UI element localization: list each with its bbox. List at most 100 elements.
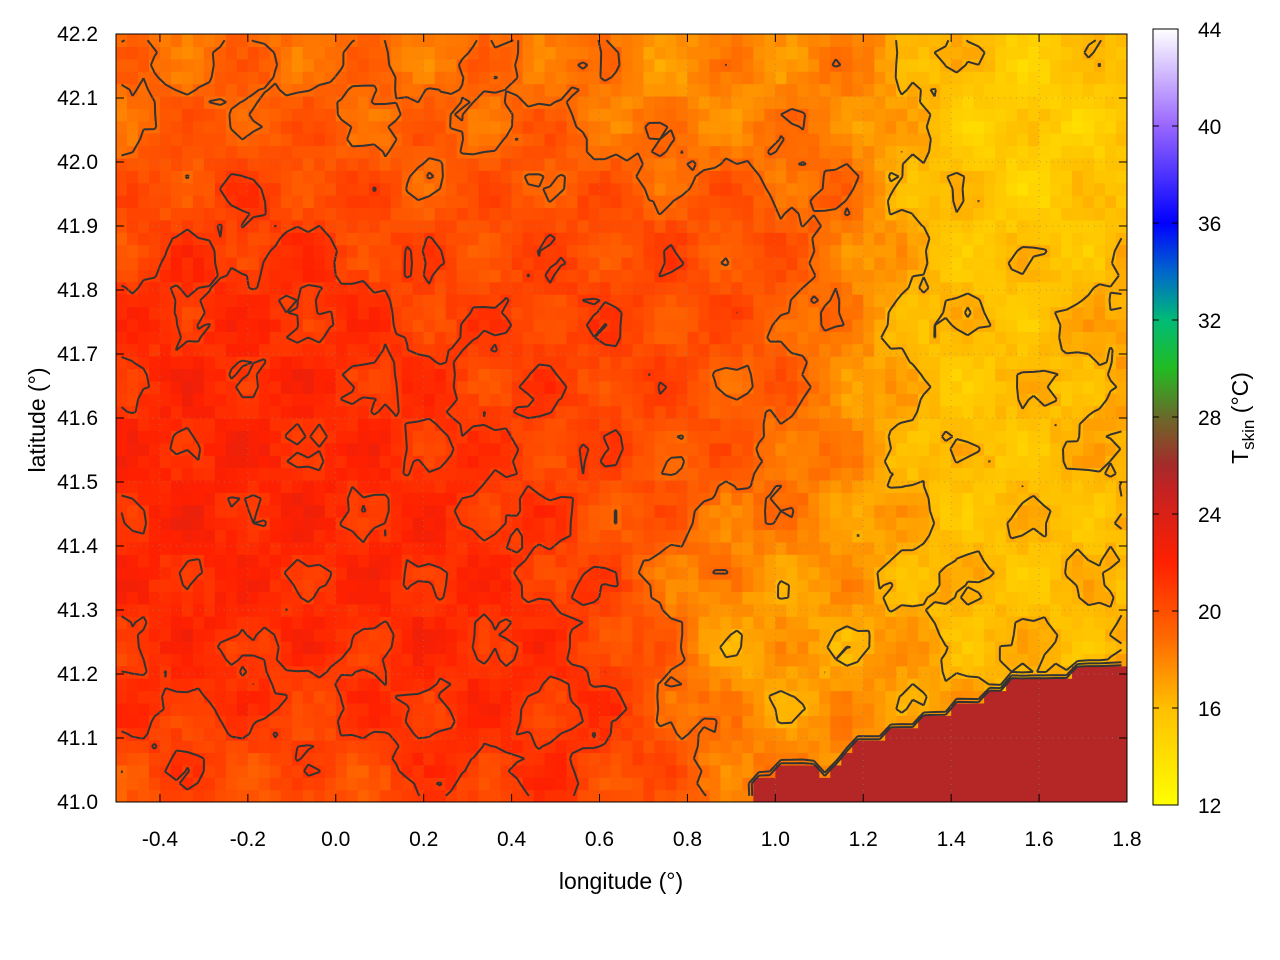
heat-cell bbox=[445, 479, 458, 493]
heat-cell bbox=[709, 529, 721, 543]
heat-cell bbox=[643, 455, 656, 469]
heat-cell bbox=[665, 145, 678, 159]
heat-cell bbox=[379, 331, 392, 345]
heat-cell bbox=[852, 690, 864, 704]
heat-cell bbox=[478, 343, 491, 357]
heat-cell bbox=[522, 430, 535, 444]
heat-cell bbox=[775, 517, 787, 531]
heat-cell bbox=[984, 777, 996, 791]
heat-cell bbox=[412, 170, 425, 184]
heat-cell bbox=[709, 467, 721, 481]
heat-cell bbox=[335, 133, 348, 147]
heat-cell bbox=[951, 331, 963, 345]
heat-cell bbox=[1050, 579, 1062, 593]
heat-cell bbox=[896, 504, 908, 518]
heat-cell bbox=[577, 789, 590, 802]
heat-cell bbox=[1006, 504, 1018, 518]
heat-cell bbox=[313, 207, 326, 221]
heat-cell bbox=[412, 418, 425, 431]
heat-cell bbox=[687, 591, 700, 605]
heat-cell bbox=[544, 764, 557, 778]
heat-cell bbox=[423, 517, 436, 531]
heat-cell bbox=[555, 294, 568, 308]
heat-cell bbox=[742, 640, 754, 654]
heat-cell bbox=[995, 306, 1007, 320]
heat-cell bbox=[753, 777, 765, 791]
heat-cell bbox=[643, 467, 656, 481]
heat-cell bbox=[1061, 182, 1073, 196]
heat-cell bbox=[137, 244, 150, 258]
heat-cell bbox=[1094, 492, 1106, 506]
heat-cell bbox=[654, 541, 667, 555]
heat-cell bbox=[269, 740, 282, 754]
heat-cell bbox=[918, 517, 930, 531]
heat-cell bbox=[863, 294, 875, 308]
heat-cell bbox=[302, 442, 315, 456]
heat-cell bbox=[742, 294, 754, 308]
heat-cell bbox=[467, 442, 480, 456]
heat-cell bbox=[632, 157, 645, 171]
heat-cell bbox=[1028, 566, 1040, 580]
heat-cell bbox=[709, 640, 721, 654]
heat-cell bbox=[962, 343, 974, 357]
heat-cell bbox=[467, 665, 480, 679]
heat-cell bbox=[1039, 393, 1051, 407]
heat-cell bbox=[918, 256, 930, 270]
heat-cell bbox=[896, 380, 908, 394]
heat-cell bbox=[797, 269, 809, 283]
heat-cell bbox=[1028, 405, 1040, 419]
heat-cell bbox=[896, 789, 908, 802]
heat-cell bbox=[478, 380, 491, 394]
heat-cell bbox=[1083, 232, 1095, 246]
heat-cell bbox=[379, 219, 392, 233]
heat-cell bbox=[192, 368, 205, 382]
heat-cell bbox=[214, 789, 227, 802]
heat-cell bbox=[357, 789, 370, 802]
heat-cell bbox=[621, 356, 634, 370]
heat-cell bbox=[1072, 665, 1084, 679]
heat-cell bbox=[1039, 281, 1051, 295]
heat-cell bbox=[313, 195, 326, 209]
heat-cell bbox=[511, 603, 524, 617]
heat-cell bbox=[1061, 157, 1073, 171]
heat-cell bbox=[357, 318, 370, 332]
heat-cell bbox=[632, 479, 645, 493]
heat-cell bbox=[995, 740, 1007, 754]
heat-cell bbox=[456, 232, 469, 246]
heat-cell bbox=[1094, 356, 1106, 370]
heat-cell bbox=[720, 653, 732, 667]
heat-cell bbox=[269, 479, 282, 493]
heat-cell bbox=[434, 702, 447, 716]
heat-cell bbox=[742, 331, 754, 345]
heat-cell bbox=[1116, 554, 1127, 568]
heat-cell bbox=[973, 640, 985, 654]
heat-cell bbox=[500, 640, 513, 654]
heat-cell bbox=[1006, 740, 1018, 754]
heat-cell bbox=[181, 182, 194, 196]
heat-cell bbox=[588, 764, 601, 778]
heat-cell bbox=[159, 207, 172, 221]
heat-cell bbox=[269, 343, 282, 357]
heat-cell bbox=[720, 715, 732, 729]
heat-cell bbox=[280, 640, 293, 654]
heat-cell bbox=[1094, 405, 1106, 419]
heat-cell bbox=[610, 752, 623, 766]
heat-cell bbox=[324, 133, 337, 147]
heat-cell bbox=[742, 653, 754, 667]
heat-cell bbox=[786, 740, 798, 754]
heat-cell bbox=[170, 393, 183, 407]
heat-cell bbox=[720, 504, 732, 518]
heat-cell bbox=[995, 554, 1007, 568]
heat-cell bbox=[1039, 740, 1051, 754]
heat-cell bbox=[555, 145, 568, 159]
heat-cell bbox=[797, 380, 809, 394]
heat-cell bbox=[544, 418, 557, 431]
heat-cell bbox=[1039, 331, 1051, 345]
heat-cell bbox=[137, 120, 150, 134]
heat-cell bbox=[918, 566, 930, 580]
heat-cell bbox=[291, 244, 304, 258]
heat-cell bbox=[533, 269, 546, 283]
heat-cell bbox=[995, 281, 1007, 295]
heat-cell bbox=[577, 541, 590, 555]
heat-cell bbox=[291, 640, 304, 654]
